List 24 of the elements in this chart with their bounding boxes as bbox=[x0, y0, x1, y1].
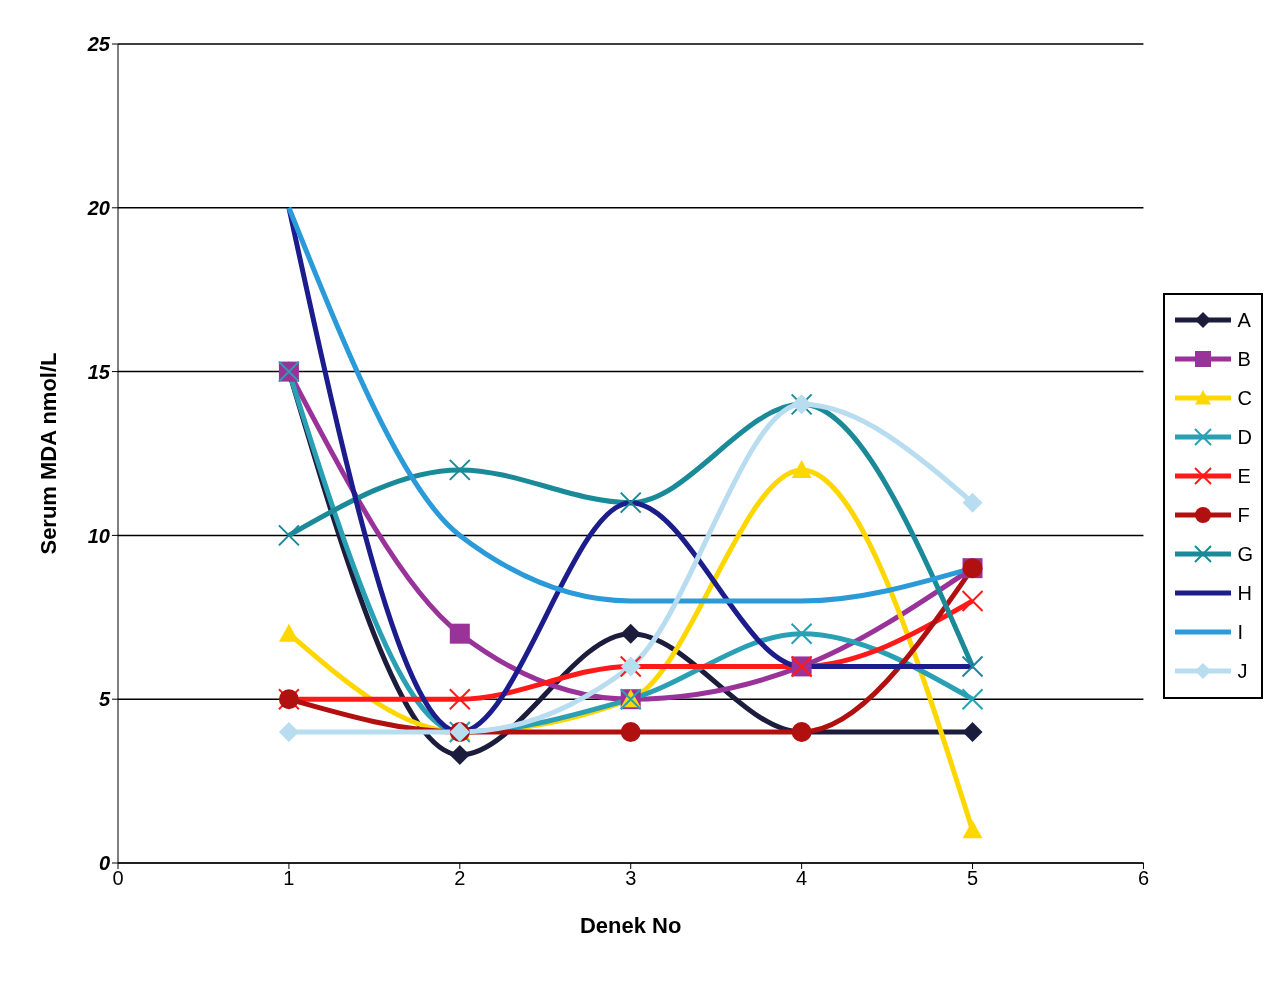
x-tick-label: 3 bbox=[625, 867, 637, 890]
y-axis-title: Serum MDA nmol/L bbox=[35, 352, 61, 555]
y-tick-label: 10 bbox=[87, 524, 110, 547]
y-tick-label: 15 bbox=[87, 360, 111, 383]
y-tick-label: 5 bbox=[98, 688, 111, 711]
legend-label: H bbox=[1237, 581, 1252, 605]
x-tick-label: 1 bbox=[283, 867, 295, 890]
y-tick-label: 25 bbox=[86, 33, 111, 56]
x-tick-label: 6 bbox=[1137, 867, 1149, 890]
legend-label: G bbox=[1237, 542, 1253, 566]
legend-label: B bbox=[1237, 347, 1251, 371]
y-tick-label: 20 bbox=[86, 196, 110, 219]
legend-label: C bbox=[1237, 386, 1252, 410]
x-axis-title: Denek No bbox=[579, 913, 682, 938]
legend-label: E bbox=[1237, 464, 1251, 488]
y-tick-label: 0 bbox=[98, 852, 110, 875]
legend-label: J bbox=[1237, 659, 1248, 683]
x-tick-label: 4 bbox=[796, 867, 808, 890]
legend-label: D bbox=[1237, 425, 1252, 449]
x-tick-label: 5 bbox=[966, 867, 979, 890]
legend-label: F bbox=[1237, 503, 1250, 527]
legend-label: A bbox=[1237, 308, 1251, 332]
legend-label: I bbox=[1237, 620, 1243, 644]
x-tick-label: 2 bbox=[454, 867, 466, 890]
